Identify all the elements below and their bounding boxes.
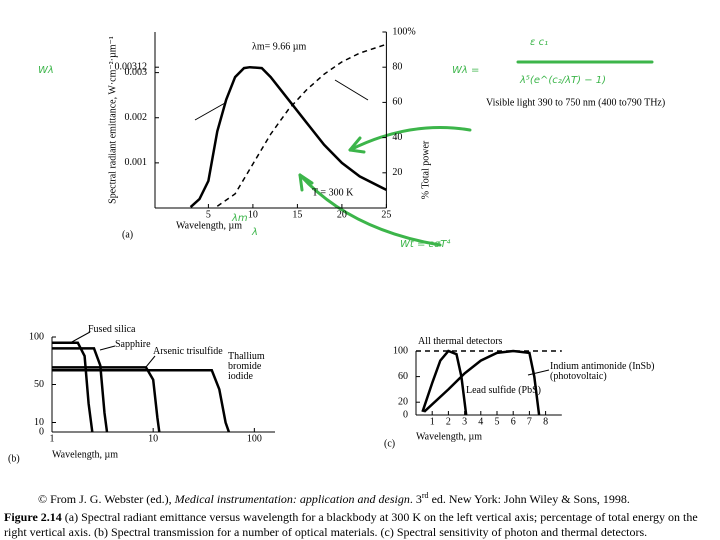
callout xyxy=(69,331,91,344)
y-tick-label: 0.001 xyxy=(125,157,148,168)
series-label: Thallium bromide iodide xyxy=(228,351,265,382)
callout xyxy=(145,355,156,368)
y2-tick-label: 20 xyxy=(392,167,402,178)
y-tick-label: 50 xyxy=(34,379,44,390)
arrowhead xyxy=(298,173,314,192)
series-line xyxy=(52,347,109,433)
y-axis-label: Spectral radiant emittance, W·cm⁻²·µm⁻¹ xyxy=(107,36,118,204)
x-axis-label: Wavelength, µm xyxy=(52,449,118,460)
callout xyxy=(99,345,116,351)
y2-tick-label: 100% xyxy=(392,26,415,37)
credit: © From J. G. Webster (ed.), Medical inst… xyxy=(38,488,718,507)
y2-tick-label: 40 xyxy=(392,132,402,143)
handwriting: λm xyxy=(231,213,248,224)
caption-text: (a) Spectral radiant emittance versus wa… xyxy=(4,510,698,539)
arrow xyxy=(348,126,472,152)
credit-text: . 3 xyxy=(409,492,422,506)
annotation: Visible light 390 to 750 nm (400 to790 T… xyxy=(486,97,665,108)
handwriting: λ xyxy=(251,227,258,238)
y-tick-label: 0 xyxy=(39,426,44,437)
x-tick-label: 25 xyxy=(381,209,391,220)
x-tick-label: 4 xyxy=(478,416,483,427)
y2-tick-label: 60 xyxy=(392,97,402,108)
handwriting: Wt = εσT⁴ xyxy=(400,238,450,250)
x-tick-label: 1 xyxy=(430,416,435,427)
credit-title: Medical instrumentation: application and… xyxy=(174,492,410,506)
handwriting-strokes xyxy=(298,60,654,247)
y-tick-label: 10 xyxy=(34,417,44,428)
x-tick-label: 10 xyxy=(148,433,158,444)
arrow xyxy=(298,173,442,247)
y2-axis-label: % Total power xyxy=(420,140,431,199)
x-tick-label: 3 xyxy=(462,416,467,427)
annotation: T = 300 K xyxy=(312,187,354,198)
series-line xyxy=(52,366,161,433)
x-tick-label: 7 xyxy=(527,416,532,427)
y-tick-label: 0.00312 xyxy=(115,61,148,72)
callout xyxy=(334,79,369,101)
series-label: All thermal detectors xyxy=(418,336,503,347)
series-line xyxy=(423,349,541,416)
y-tick-label: 60 xyxy=(398,371,408,382)
handwriting: ε c₁ xyxy=(530,37,548,48)
series-line xyxy=(421,349,468,416)
y-tick-label: 100 xyxy=(29,331,44,342)
figure-label: Figure 2.14 xyxy=(4,510,62,524)
y-tick-label: 100 xyxy=(393,345,408,356)
callout xyxy=(194,102,226,121)
series-label: Fused silica xyxy=(88,324,136,335)
series-label: Arsenic trisulfide xyxy=(153,346,223,357)
x-tick-label: 5 xyxy=(495,416,500,427)
y-tick-label: 0.002 xyxy=(125,112,148,123)
x-tick-label: 1 xyxy=(50,433,55,444)
series-line xyxy=(52,369,231,433)
series-line xyxy=(216,43,387,207)
credit-text: ed. New York: John Wiley & Sons, 1998. xyxy=(428,492,630,506)
y-tick-label: 0.003 xyxy=(125,67,148,78)
series-label: Lead sulfide (PbS) xyxy=(466,385,541,396)
annotation: λm= 9.66 µm xyxy=(252,41,307,52)
x-axis-label: Wavelength, µm xyxy=(416,431,482,442)
x-tick-label: 6 xyxy=(511,416,516,427)
series-line xyxy=(189,65,387,209)
y2-tick-label: 80 xyxy=(392,61,402,72)
panel-label: (b) xyxy=(8,453,20,464)
panel-label: (c) xyxy=(384,438,395,449)
x-tick-label: 20 xyxy=(337,209,347,220)
x-tick-label: 100 xyxy=(247,433,262,444)
credit-text: © From J. G. Webster (ed.), xyxy=(38,492,175,506)
y-tick-label: 0 xyxy=(403,409,408,420)
x-axis-label: Wavelength, µm xyxy=(176,220,242,231)
y-tick-label: 20 xyxy=(398,396,408,407)
handwriting: Wλ = xyxy=(452,65,479,76)
series-label: Sapphire xyxy=(115,339,151,350)
handwriting: Wλ xyxy=(38,65,54,76)
series-label: Indium antimonide (InSb) (photovoltaic) xyxy=(550,361,655,382)
x-tick-label: 2 xyxy=(446,416,451,427)
credit-sup: rd xyxy=(421,491,429,500)
arrowhead xyxy=(348,136,366,154)
callouts xyxy=(69,79,550,376)
handwriting: λ⁵(e^(c₂/λT) − 1) xyxy=(519,75,606,86)
callout xyxy=(527,369,550,376)
panel-label: (a) xyxy=(122,229,133,240)
caption: Figure 2.14 (a) Spectral radiant emittan… xyxy=(4,510,716,540)
x-tick-label: 10 xyxy=(248,209,258,220)
series-line xyxy=(52,341,94,433)
x-tick-label: 8 xyxy=(543,416,548,427)
x-tick-label: 15 xyxy=(292,209,302,220)
x-tick-label: 5 xyxy=(206,209,211,220)
